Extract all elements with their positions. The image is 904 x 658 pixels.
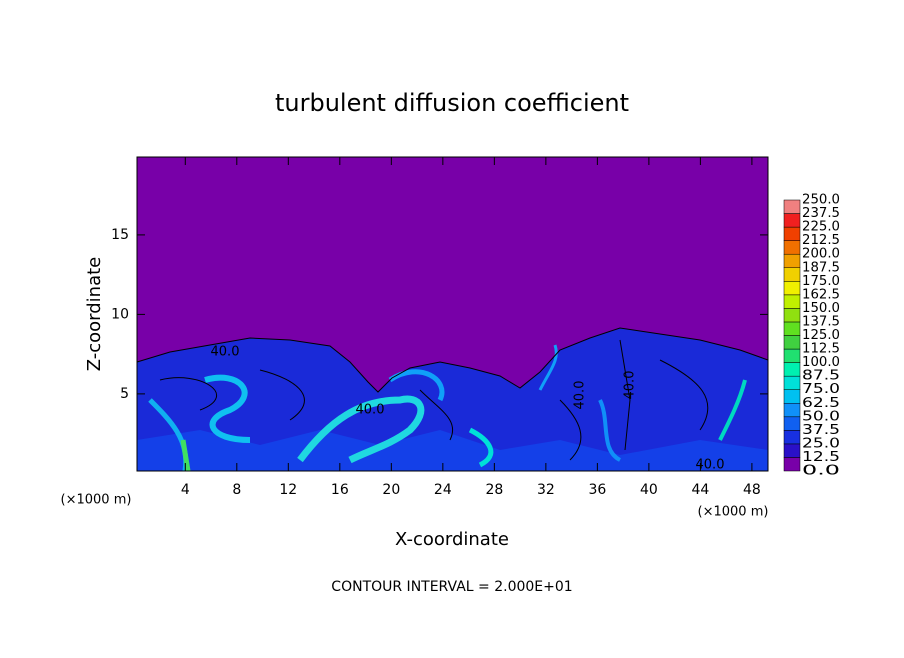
colorbar-box: [783, 226, 801, 241]
colorbar-label: 100.0: [802, 355, 840, 370]
chart-title: turbulent diffusion coefficient: [275, 89, 629, 117]
colorbar-box: [783, 253, 801, 268]
colorbar-label: 212.5: [802, 233, 840, 248]
colorbar-label: 50.0: [802, 409, 840, 424]
colorbar-box: [783, 267, 801, 282]
x-tick-label: 32: [537, 482, 555, 498]
colorbar-box: [783, 430, 801, 445]
y-tick-label: 10: [111, 306, 129, 322]
colorbar-label: 175.0: [802, 274, 840, 289]
x-tick-label: 16: [331, 482, 349, 498]
colorbar-box: [783, 281, 801, 296]
colorbar-label: 237.5: [802, 206, 840, 221]
colorbar-box: [783, 362, 801, 377]
contour-label: 40.0: [356, 403, 385, 418]
x-tick-label: 44: [691, 482, 709, 498]
contour-label: 40.0: [696, 458, 725, 473]
colorbar-box: [783, 240, 801, 255]
colorbar-box: [783, 335, 801, 350]
y-tick-label: 5: [120, 386, 129, 402]
colorbar-label: 150.0: [802, 301, 840, 316]
contour-label: 40.0: [211, 345, 240, 360]
colorbar-box: [783, 443, 801, 458]
colorbar-box: [783, 375, 801, 390]
x-tick-label: 48: [743, 482, 761, 498]
x-tick-label: 4: [181, 482, 190, 498]
colorbar-box: [783, 199, 801, 214]
x-unit-label: (×1000 m): [698, 505, 769, 520]
colorbar-label: 187.5: [802, 260, 840, 275]
colorbar-box: [783, 403, 801, 418]
colorbar-label: 87.5: [802, 369, 840, 384]
contour-label: 40.0: [573, 381, 588, 410]
x-unit-label: (×1000 m): [61, 493, 132, 508]
field: [136, 327, 769, 472]
x-tick-label: 36: [588, 482, 606, 498]
colorbar-box: [783, 389, 801, 404]
y-tick-label: 15: [111, 227, 129, 243]
colorbar-label: 162.5: [802, 287, 840, 302]
colorbar-label: 250.0: [802, 193, 840, 208]
colorbar-label: 12.5: [802, 450, 840, 465]
y-axis-label: Z-coordinate: [84, 257, 105, 372]
colorbar-box: [783, 348, 801, 363]
x-tick-label: 24: [434, 482, 452, 498]
colorbar-box: [783, 308, 801, 323]
colorbar-label: 225.0: [802, 220, 840, 235]
colorbar-box: [783, 213, 801, 228]
colorbar-label: 112.5: [802, 342, 840, 357]
colorbar-label: 137.5: [802, 314, 840, 329]
x-tick-label: 12: [279, 482, 297, 498]
footer: CONTOUR INTERVAL = 2.000E+01: [331, 579, 572, 595]
x-tick-label: 20: [382, 482, 400, 498]
x-tick-label: 40: [640, 482, 658, 498]
colorbar-label: 200.0: [802, 247, 840, 262]
colorbar-label: 125.0: [802, 328, 840, 343]
colorbar-label: 75.0: [802, 382, 840, 397]
x-tick-label: 8: [232, 482, 241, 498]
colorbar-box: [783, 294, 801, 309]
colorbar-box: [783, 321, 801, 336]
colorbar-box: [783, 416, 801, 431]
x-tick-label: 28: [485, 482, 503, 498]
x-axis-label: X-coordinate: [395, 529, 509, 550]
colorbar-box: [783, 457, 801, 472]
contour-label: 40.0: [623, 371, 638, 400]
colorbar-label: 62.5: [802, 396, 840, 411]
colorbar-label: 37.5: [802, 423, 840, 438]
colorbar-label: 0.0: [802, 464, 840, 479]
colorbar-label: 25.0: [802, 436, 840, 451]
